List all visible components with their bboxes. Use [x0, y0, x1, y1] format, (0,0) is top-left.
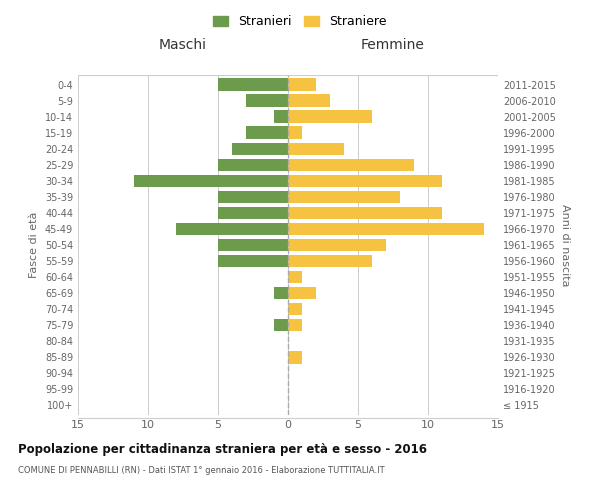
Bar — [274, 287, 288, 300]
Bar — [246, 94, 288, 107]
Bar — [288, 126, 302, 139]
Bar — [288, 78, 316, 91]
Text: Popolazione per cittadinanza straniera per età e sesso - 2016: Popolazione per cittadinanza straniera p… — [18, 442, 427, 456]
Bar — [218, 158, 288, 171]
Y-axis label: Fasce di età: Fasce di età — [29, 212, 39, 278]
Bar — [246, 126, 288, 139]
Bar — [288, 255, 372, 268]
Bar — [288, 222, 484, 235]
Bar — [288, 319, 302, 332]
Bar — [288, 238, 386, 252]
Bar — [218, 206, 288, 219]
Bar — [288, 94, 330, 107]
Bar — [288, 110, 372, 123]
Bar — [274, 110, 288, 123]
Bar — [218, 78, 288, 91]
Bar — [218, 190, 288, 203]
Bar — [218, 255, 288, 268]
Bar — [288, 303, 302, 316]
Bar — [288, 351, 302, 364]
Bar — [218, 238, 288, 252]
Text: Maschi: Maschi — [159, 38, 207, 52]
Bar — [288, 206, 442, 219]
Bar — [134, 174, 288, 187]
Bar — [288, 271, 302, 283]
Text: COMUNE DI PENNABILLI (RN) - Dati ISTAT 1° gennaio 2016 - Elaborazione TUTTITALIA: COMUNE DI PENNABILLI (RN) - Dati ISTAT 1… — [18, 466, 385, 475]
Bar — [288, 142, 344, 155]
Legend: Stranieri, Straniere: Stranieri, Straniere — [209, 11, 391, 32]
Bar — [288, 190, 400, 203]
Bar — [232, 142, 288, 155]
Text: Femmine: Femmine — [361, 38, 425, 52]
Bar — [288, 174, 442, 187]
Y-axis label: Anni di nascita: Anni di nascita — [560, 204, 569, 286]
Bar — [288, 158, 414, 171]
Bar — [288, 287, 316, 300]
Bar — [176, 222, 288, 235]
Bar — [274, 319, 288, 332]
